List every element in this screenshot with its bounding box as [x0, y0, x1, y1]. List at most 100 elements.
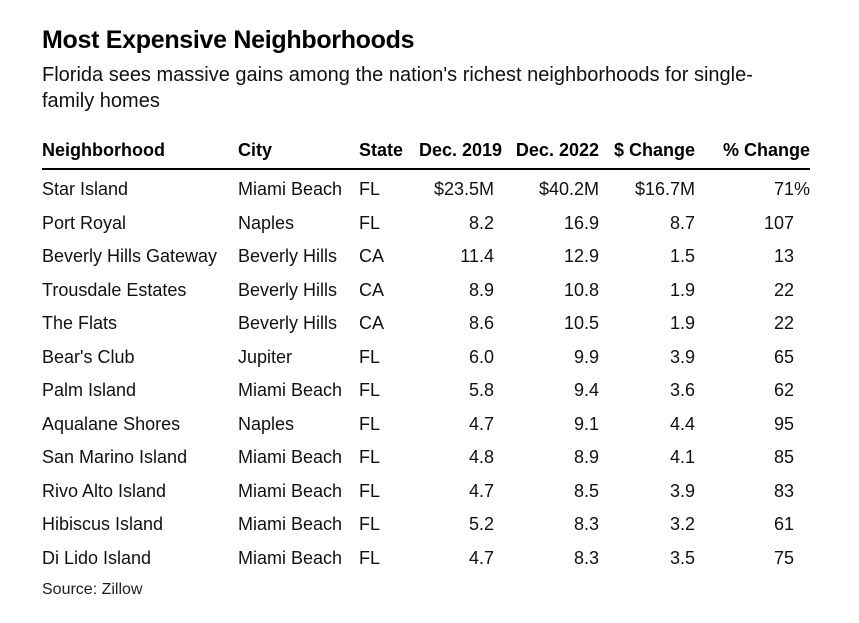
cell-percent-change: 71%	[773, 179, 810, 200]
cell-dec-2019: 8.9	[468, 279, 494, 300]
header-dec-2019: Dec. 2019	[419, 132, 502, 170]
cell-dollar-change: 3.9	[669, 346, 695, 367]
cell-dec-2022: 9.4	[573, 380, 599, 401]
cell-city: Beverly Hills	[238, 246, 338, 267]
header-row: Neighborhood City State Dec. 2019 Dec. 2…	[42, 132, 810, 170]
cell-percent-change: 75	[773, 547, 794, 568]
cell-city: Miami Beach	[238, 447, 343, 468]
table-row: Hibiscus Island Miami Beach FL 5.2 8.3 3.2 61	[42, 508, 810, 542]
cell-dec-2019: $23.5M	[433, 179, 494, 200]
cell-neighborhood: Hibiscus Island	[42, 514, 164, 535]
cell-neighborhood: Di Lido Island	[42, 547, 152, 568]
cell-state: CA	[359, 246, 385, 267]
data-table: Neighborhood City State Dec. 2019 Dec. 2…	[42, 132, 810, 575]
header-dollar-change: $ Change	[599, 132, 695, 170]
table-row: Bear's Club Jupiter FL 6.0 9.9 3.9 65	[42, 341, 810, 375]
cell-dec-2019: 4.8	[468, 447, 494, 468]
cell-state: FL	[359, 346, 381, 367]
cell-dec-2022: 8.9	[573, 447, 599, 468]
chart-subtitle: Florida sees massive gains among the nat…	[42, 64, 753, 112]
cell-dollar-change: 1.9	[669, 279, 695, 300]
cell-dollar-change: 3.9	[669, 480, 695, 501]
cell-dec-2022: 12.9	[563, 246, 599, 267]
cell-neighborhood: Aqualane Shores	[42, 413, 181, 434]
cell-percent-change: 22	[773, 279, 794, 300]
cell-dollar-change: 1.5	[669, 246, 695, 267]
table-row: Aqualane Shores Naples FL 4.7 9.1 4.4 95	[42, 408, 810, 442]
cell-dec-2022: 16.9	[563, 212, 599, 233]
cell-neighborhood: Trousdale Estates	[42, 279, 187, 300]
header-neighborhood: Neighborhood	[42, 132, 238, 170]
header-city: City	[238, 132, 359, 170]
table-row: Rivo Alto Island Miami Beach FL 4.7 8.5 3.9 83	[42, 475, 810, 509]
cell-dec-2019: 4.7	[468, 480, 494, 501]
cell-dollar-change: 3.2	[669, 514, 695, 535]
cell-dollar-change: 4.4	[669, 413, 695, 434]
table-row: Di Lido Island Miami Beach FL 4.7 8.3 3.5 75	[42, 542, 810, 576]
table-row: Beverly Hills Gateway Beverly Hills CA 11.4…	[42, 240, 810, 274]
cell-percent-change: 85	[773, 447, 794, 468]
cell-neighborhood: Star Island	[42, 179, 129, 200]
cell-state: FL	[359, 480, 381, 501]
cell-city: Miami Beach	[238, 547, 343, 568]
cell-state: CA	[359, 313, 385, 334]
cell-city: Miami Beach	[238, 380, 343, 401]
cell-dec-2022: 9.9	[573, 346, 599, 367]
table-row: Trousdale Estates Beverly Hills CA 8.9 10.8 1…	[42, 274, 810, 308]
cell-neighborhood: Port Royal	[42, 212, 127, 233]
cell-neighborhood: Palm Island	[42, 380, 137, 401]
header-dec-2022: Dec. 2022	[494, 132, 599, 170]
cell-percent-change: 107	[763, 212, 794, 233]
cell-percent-change: 95	[773, 413, 794, 434]
table-row: Palm Island Miami Beach FL 5.8 9.4 3.6 62	[42, 374, 810, 408]
table-row: Star Island Miami Beach FL $23.5M $40.2M $16.…	[42, 169, 810, 207]
cell-city: Beverly Hills	[238, 313, 338, 334]
cell-percent-change: 83	[773, 480, 794, 501]
cell-dec-2019: 5.2	[468, 514, 494, 535]
cell-percent-change: 13	[773, 246, 794, 267]
cell-city: Naples	[238, 413, 295, 434]
cell-percent-change: 22	[773, 313, 794, 334]
cell-dec-2019: 5.8	[468, 380, 494, 401]
cell-dec-2022: $40.2M	[538, 179, 599, 200]
cell-dollar-change: 8.7	[669, 212, 695, 233]
chart-title: Most Expensive Neighborhoods	[42, 26, 415, 54]
cell-city: Naples	[238, 212, 295, 233]
cell-dec-2019: 4.7	[468, 413, 494, 434]
cell-dec-2019: 4.7	[468, 547, 494, 568]
cell-percent-change: 61	[773, 514, 794, 535]
cell-dec-2022: 8.3	[573, 547, 599, 568]
cell-state: FL	[359, 447, 381, 468]
cell-dec-2019: 8.6	[468, 313, 494, 334]
cell-dec-2019: 6.0	[468, 346, 494, 367]
cell-city: Beverly Hills	[238, 279, 338, 300]
cell-state: FL	[359, 380, 381, 401]
cell-dollar-change: 3.6	[669, 380, 695, 401]
cell-dec-2022: 9.1	[573, 413, 599, 434]
cell-dec-2022: 8.3	[573, 514, 599, 535]
table-row: Port Royal Naples FL 8.2 16.9 8.7 107	[42, 207, 810, 241]
cell-dec-2019: 11.4	[460, 246, 494, 267]
cell-city: Jupiter	[238, 346, 293, 367]
cell-dec-2022: 10.5	[563, 313, 599, 334]
cell-state: FL	[359, 514, 381, 535]
cell-state: CA	[359, 279, 385, 300]
cell-state: FL	[359, 547, 381, 568]
cell-city: Miami Beach	[238, 179, 343, 200]
source-note: Source: Zillow	[42, 581, 143, 598]
header-percent-change: % Change	[695, 132, 810, 170]
cell-city: Miami Beach	[238, 480, 343, 501]
cell-dec-2022: 10.8	[563, 279, 599, 300]
cell-percent-change: 62	[773, 380, 794, 401]
cell-neighborhood: Bear's Club	[42, 346, 135, 367]
cell-neighborhood: San Marino Island	[42, 447, 188, 468]
table-row: San Marino Island Miami Beach FL 4.8 8.9 4.1 8…	[42, 441, 810, 475]
cell-dec-2022: 8.5	[573, 480, 599, 501]
table-row: The Flats Beverly Hills CA 8.6 10.5 1.9 22	[42, 307, 810, 341]
cell-neighborhood: The Flats	[42, 313, 118, 334]
cell-percent-change: 65	[773, 346, 794, 367]
cell-dollar-change: 1.9	[669, 313, 695, 334]
cell-neighborhood: Beverly Hills Gateway	[42, 246, 218, 267]
cell-state: FL	[359, 212, 381, 233]
cell-state: FL	[359, 179, 381, 200]
